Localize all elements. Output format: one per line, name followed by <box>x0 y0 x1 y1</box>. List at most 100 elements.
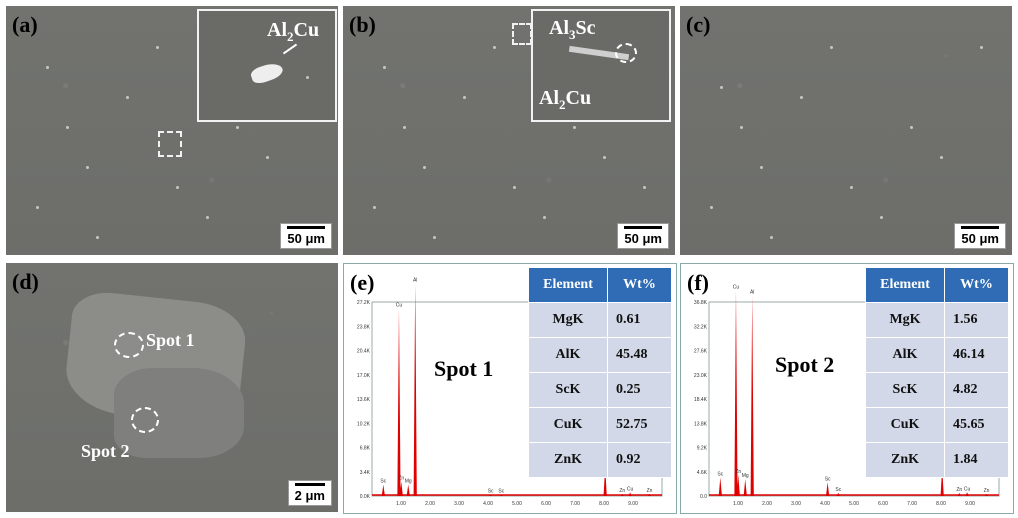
x-tick-label: 1.00 <box>733 501 743 507</box>
table-header-wt: Wt% <box>607 267 672 303</box>
x-tick-label: 6.00 <box>878 501 888 507</box>
y-tick-label: 20.4K <box>357 349 371 355</box>
eds-panel-e: (e) 0.0K 3.4K 6.8K 10.2K 13.6K 17.0K 20.4K 23.8… <box>343 263 677 514</box>
scale-bar-d: 2 μm <box>287 480 332 506</box>
precipitate-dot <box>850 186 853 189</box>
peak-label: Cu <box>627 486 634 492</box>
precipitate-dot <box>423 166 426 169</box>
precipitate-dot <box>176 186 179 189</box>
sem-panel-c: (c) 50 μm <box>680 6 1012 255</box>
peak-label: Sc <box>488 489 494 495</box>
spectrum-peak <box>743 479 747 496</box>
table-cell: 1.84 <box>944 442 1009 478</box>
panel-label-f: (f) <box>687 270 709 295</box>
precipitate-dot <box>306 76 309 79</box>
table-cell: 45.48 <box>607 337 672 373</box>
peak-label: Zn <box>984 488 990 494</box>
peak-label: Sc <box>498 489 504 495</box>
precipitate-dot <box>880 216 883 219</box>
x-tick-label: 8.00 <box>936 501 946 507</box>
spectrum-peak <box>750 295 754 496</box>
spot-label: Spot 1 <box>434 356 494 381</box>
table-cell: 45.65 <box>944 407 1009 443</box>
y-tick-label: 0.0 <box>700 494 707 500</box>
x-tick-label: 3.00 <box>791 501 801 507</box>
spectrum-peak <box>406 484 410 496</box>
x-tick-label: 4.00 <box>820 501 830 507</box>
precipitate-dot <box>720 86 723 89</box>
panel-label-a: (a) <box>12 12 38 37</box>
spectrum-peak <box>413 283 417 496</box>
precipitate-dot <box>710 206 713 209</box>
sem-panel-d: (d) Spot 1 Spot 2 2 μm <box>6 263 338 512</box>
peak-label: Zn <box>735 469 741 475</box>
x-tick-label: 9.00 <box>628 501 638 507</box>
peak-label: Al <box>750 290 754 296</box>
phase-label-al2cu: Al2Cu <box>539 87 592 112</box>
phase-label-al2cu: Al2Cu <box>267 19 320 44</box>
table-cell: ScK <box>865 372 945 408</box>
panel-label-e: (e) <box>350 270 375 295</box>
panel-label-b: (b) <box>349 12 376 37</box>
spectrum-peak <box>736 474 740 496</box>
precipitate-dot <box>573 126 576 129</box>
peak-label: Cu <box>733 284 740 290</box>
precipitate-dot <box>96 236 99 239</box>
peak-label: Zn <box>619 488 625 494</box>
arrow-pointer <box>282 43 298 55</box>
scale-bar-c: 50 μm <box>954 223 1006 249</box>
sem-panel-b: (b) Al3Sc Al2Cu 50 μm <box>343 6 675 255</box>
composition-table-e: Element Wt% MgK 0.61 AlK 45.48 ScK 0.25 CuK 5… <box>528 267 672 478</box>
spot-1-label: Spot 1 <box>146 330 195 350</box>
table-cell: ZnK <box>528 442 608 478</box>
precipitate-dot <box>236 126 239 129</box>
y-tick-label: 18.4K <box>694 397 708 403</box>
y-tick-label: 23.0K <box>694 373 708 379</box>
zoom-region-a <box>158 131 182 157</box>
x-tick-label: 6.00 <box>541 501 551 507</box>
y-tick-label: 0.0K <box>360 494 371 500</box>
table-cell: CuK <box>865 407 945 443</box>
precipitate-dot <box>513 186 516 189</box>
composition-table-f: Element Wt% MgK 1.56 AlK 46.14 ScK 4.82 CuK 4… <box>865 267 1009 478</box>
precipitate-dot <box>800 96 803 99</box>
panel-label-d: (d) <box>12 269 39 294</box>
x-tick-label: 7.00 <box>570 501 580 507</box>
peak-label: Sc <box>825 476 831 482</box>
precipitate-dot <box>603 156 606 159</box>
zoom-region-b <box>512 23 532 45</box>
table-cell: 4.82 <box>944 372 1009 408</box>
x-tick-label: 5.00 <box>849 501 859 507</box>
x-tick-label: 8.00 <box>599 501 609 507</box>
spectrum-peak <box>940 467 944 496</box>
precipitate-dot <box>156 46 159 49</box>
precipitate-dot <box>543 216 546 219</box>
precipitate-dot <box>643 186 646 189</box>
y-tick-label: 6.8K <box>360 446 371 452</box>
spectrum-peak <box>399 481 403 496</box>
y-tick-label: 23.8K <box>357 324 371 330</box>
highlight-circle <box>615 43 637 63</box>
table-cell: 52.75 <box>607 407 672 443</box>
peak-label: Sc <box>835 487 841 493</box>
precipitate-dot <box>740 126 743 129</box>
y-tick-label: 10.2K <box>357 421 371 427</box>
spectrum-peak <box>734 290 738 496</box>
table-cell: AlK <box>865 337 945 373</box>
spectrum-peak <box>826 482 830 496</box>
scale-bar-a: 50 μm <box>280 223 332 249</box>
spot-1-circle <box>114 332 144 358</box>
table-header-element: Element <box>865 267 945 303</box>
table-cell: MgK <box>865 302 945 338</box>
x-tick-label: 2.00 <box>425 501 435 507</box>
table-cell: 0.92 <box>607 442 672 478</box>
precipitate-dot <box>760 166 763 169</box>
precipitate-dot <box>66 126 69 129</box>
y-tick-label: 3.4K <box>360 470 371 476</box>
sem-panel-a: (a) Al2Cu 50 μm <box>6 6 338 255</box>
peak-label: Mg <box>742 473 749 479</box>
y-tick-label: 36.8K <box>694 300 708 306</box>
spot-label: Spot 2 <box>775 352 835 377</box>
spot-2-circle <box>131 407 159 433</box>
x-tick-label: 1.00 <box>396 501 406 507</box>
